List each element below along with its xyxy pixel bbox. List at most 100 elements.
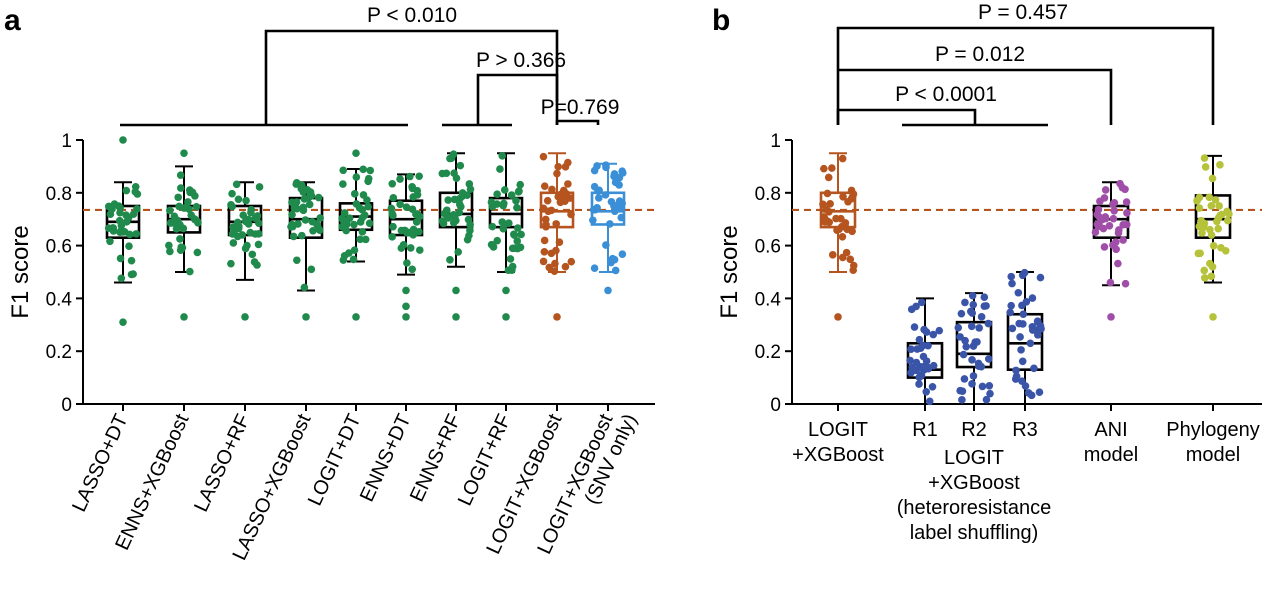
y-tick-label: 1 [61, 131, 72, 152]
outlier-point [502, 286, 510, 295]
data-point [513, 224, 522, 232]
data-point [399, 241, 408, 249]
data-point [297, 185, 306, 193]
data-point [190, 215, 199, 223]
data-point [228, 189, 236, 198]
data-point [408, 205, 417, 214]
data-point [305, 200, 314, 209]
data-point [1109, 214, 1118, 223]
x-category-label: LASSO+RF [190, 411, 254, 516]
data-point [500, 220, 509, 228]
data-point [611, 266, 620, 275]
data-point [1114, 259, 1122, 268]
data-point [551, 259, 559, 268]
data-point [412, 218, 421, 226]
data-point [1022, 297, 1031, 306]
x-category-label: ENNS+DT [356, 411, 416, 505]
data-point [1019, 310, 1028, 319]
data-point [1006, 308, 1014, 317]
data-point [303, 185, 312, 194]
data-point [165, 206, 174, 215]
data-point [359, 165, 368, 174]
data-point [1223, 216, 1232, 225]
data-point [1011, 375, 1020, 383]
data-point [906, 356, 914, 365]
data-point [450, 169, 458, 178]
data-point [250, 258, 259, 266]
data-point [1214, 224, 1222, 233]
data-point [507, 191, 516, 199]
data-point [345, 249, 353, 257]
data-point [1093, 220, 1102, 229]
data-point [513, 237, 522, 245]
x-category-label: LOGIT+RF [454, 411, 516, 509]
data-point [567, 210, 575, 219]
outlier-point [402, 302, 410, 311]
data-point [540, 236, 549, 245]
y-tick-label: 0 [61, 395, 72, 416]
data-point [1017, 346, 1025, 354]
data-point [977, 313, 986, 321]
data-point [415, 246, 424, 254]
data-point [602, 241, 610, 249]
data-point [1207, 272, 1216, 281]
data-point [1101, 186, 1110, 194]
data-point [229, 239, 238, 247]
data-point [290, 204, 299, 213]
outlier-point [402, 286, 410, 295]
comparison-bracket [836, 26, 1215, 125]
data-point [402, 203, 411, 211]
data-point [232, 180, 241, 189]
data-point [1020, 268, 1029, 277]
data-point [227, 259, 235, 268]
data-point [826, 200, 834, 208]
data-point [456, 161, 465, 170]
y-tick-label: 0.2 [46, 342, 72, 363]
data-point [980, 293, 989, 302]
data-point [985, 381, 994, 390]
data-point [350, 246, 359, 255]
data-point [593, 203, 601, 212]
data-point [968, 380, 976, 388]
data-point [838, 253, 847, 262]
data-point [356, 235, 364, 244]
data-point [298, 231, 306, 240]
data-point [1122, 220, 1131, 229]
data-point [1208, 174, 1217, 183]
data-point [561, 163, 570, 171]
comparison-bracket [476, 73, 559, 125]
data-point [1208, 262, 1217, 271]
data-point [488, 202, 497, 211]
data-point [253, 212, 262, 220]
data-point [293, 256, 301, 265]
data-point [910, 323, 919, 331]
data-point [602, 163, 610, 172]
data-point [595, 194, 603, 202]
data-point [1112, 238, 1120, 246]
data-point [488, 222, 497, 231]
data-point [506, 255, 515, 263]
x-category-label: model [1084, 444, 1138, 466]
data-point [548, 185, 556, 194]
data-point [601, 191, 610, 199]
data-point [388, 233, 396, 241]
data-point [493, 236, 502, 245]
data-point [340, 209, 349, 217]
data-point [193, 248, 202, 257]
data-point [823, 189, 832, 198]
outlier-point [119, 318, 127, 326]
data-point [175, 202, 183, 211]
data-point [396, 175, 404, 183]
data-point [1091, 228, 1100, 236]
data-point [559, 192, 568, 201]
data-point [500, 199, 508, 208]
data-point [610, 202, 618, 210]
data-point [1008, 279, 1016, 288]
data-point [1112, 245, 1120, 254]
outlier-point [302, 313, 310, 321]
data-point [1121, 279, 1130, 288]
data-point [820, 213, 828, 221]
data-point [316, 214, 324, 222]
data-point [907, 345, 915, 353]
data-point [1115, 226, 1123, 234]
